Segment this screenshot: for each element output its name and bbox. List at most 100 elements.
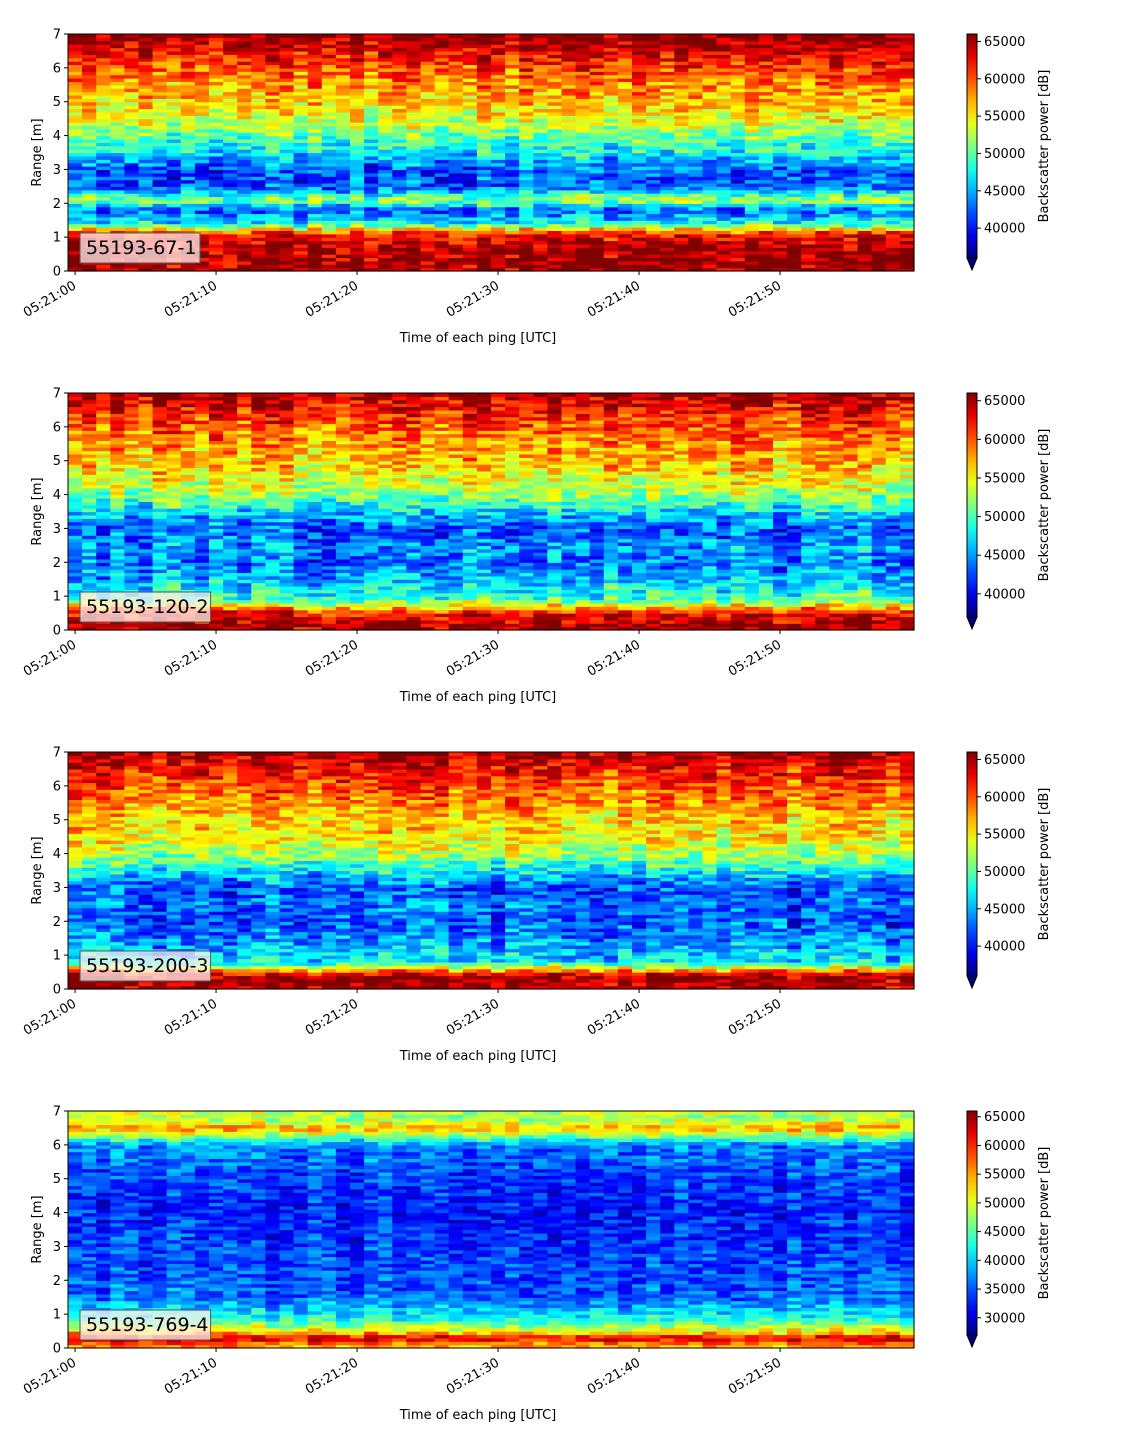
- heatmap-cell: [195, 393, 210, 397]
- heatmap-cell: [547, 34, 562, 38]
- colorbar-extend-min: [967, 258, 977, 270]
- heatmap-cell: [562, 34, 577, 38]
- colorbar-tick-label: 65000: [984, 35, 1025, 50]
- heatmap-cell: [717, 34, 732, 38]
- heatmap-cell: [886, 34, 901, 38]
- heatmap-cell: [519, 34, 534, 38]
- heatmap-cell: [209, 34, 224, 38]
- heatmap-cell: [435, 34, 450, 38]
- heatmap-cell: [280, 34, 295, 38]
- y-tick-label: 6: [53, 61, 61, 76]
- heatmap-cell: [139, 34, 154, 38]
- heatmap-cell: [96, 34, 111, 38]
- heatmap-cell: [195, 34, 210, 38]
- heatmap-cell: [68, 393, 83, 397]
- heatmap-cell: [576, 34, 591, 38]
- heatmap-cell: [153, 34, 168, 38]
- heatmap-cell: [181, 393, 196, 397]
- heatmap-cell: [787, 34, 802, 38]
- heatmap-cell: [463, 34, 478, 38]
- heatmap-cell: [646, 34, 661, 38]
- heatmap-cell: [477, 34, 492, 38]
- heatmap-cell: [604, 34, 619, 38]
- heatmap-cell: [82, 34, 97, 38]
- x-tick-label: 05:21:20: [303, 278, 361, 320]
- heatmap-cell: [759, 34, 774, 38]
- y-tick-label: 2: [53, 197, 61, 212]
- heatmap-cell: [237, 34, 252, 38]
- heatmap-cell: [618, 34, 633, 38]
- heatmap-cell: [82, 393, 97, 397]
- heatmap-cell: [745, 34, 760, 38]
- x-tick-label: 05:21:10: [162, 278, 220, 320]
- colorbar-tick-label: 50000: [984, 147, 1025, 162]
- heatmap-cell: [139, 393, 154, 397]
- x-tick-label: 05:21:00: [21, 278, 79, 320]
- heatmap-cell: [900, 34, 915, 38]
- heatmap-cell: [124, 393, 139, 397]
- heatmap-cell: [167, 34, 182, 38]
- heatmap-cell: [308, 34, 323, 38]
- colorbar: [967, 34, 977, 258]
- heatmap-cell: [96, 393, 111, 397]
- heatmap-cell: [858, 34, 873, 38]
- heatmap-cell: [703, 34, 718, 38]
- heatmap-cell: [167, 393, 182, 397]
- heatmap-cell: [181, 34, 196, 38]
- y-tick-label: 0: [53, 265, 61, 280]
- heatmap-cell: [872, 34, 887, 38]
- x-tick-label: 05:21:40: [585, 278, 643, 320]
- heatmap-cell: [350, 34, 365, 38]
- colorbar-tick-label: 40000: [984, 222, 1025, 237]
- y-tick-label: 5: [53, 95, 61, 110]
- echogram-panel-1-svg: 0 1 2 3 4 5 6 7 05:21:00 05:21:10 05:21:20 05:21:30…: [0, 0, 1140, 359]
- heatmap-cell: [505, 34, 520, 38]
- y-tick-label: 3: [53, 163, 61, 178]
- heatmap-cell: [153, 393, 168, 397]
- x-tick-label: 05:21:50: [726, 278, 784, 320]
- profile-label: 55193-67-1: [86, 237, 196, 259]
- heatmap-cell: [801, 34, 816, 38]
- heatmap-cell: [590, 34, 605, 38]
- heatmap-cell: [632, 34, 647, 38]
- x-axis-label: Time of each ping [UTC]: [399, 331, 557, 346]
- heatmap-cell: [406, 34, 421, 38]
- heatmap-cell: [322, 34, 337, 38]
- heatmap-cell: [392, 34, 407, 38]
- heatmap-cell: [829, 34, 844, 38]
- colorbar-tick-label: 55000: [984, 110, 1025, 125]
- heatmap-cell: [688, 34, 703, 38]
- heatmap-cell: [378, 34, 393, 38]
- heatmap-cell: [223, 34, 238, 38]
- heatmap-cell: [336, 34, 351, 38]
- heatmap-cell: [449, 34, 464, 38]
- heatmap-cell: [674, 34, 689, 38]
- colorbar-label: Backscatter power [dB]: [1037, 70, 1052, 223]
- colorbar-tick-label: 45000: [984, 184, 1025, 199]
- y-tick-label: 1: [53, 231, 61, 246]
- heatmap-cell: [533, 34, 548, 38]
- heatmap-cell: [124, 34, 139, 38]
- heatmap-cell: [364, 34, 379, 38]
- heatmap-cell: [731, 34, 746, 38]
- x-tick-label: 05:21:30: [444, 278, 502, 320]
- heatmap-cell: [421, 34, 436, 38]
- y-axis-label: Range [m]: [30, 118, 45, 186]
- heatmap-cell: [815, 34, 830, 38]
- y-tick-label: 4: [53, 129, 61, 144]
- panel-1: 0 1 2 3 4 5 6 7 05:21:00 05:21:10 05:21:20 05:21:30…: [0, 0, 1140, 359]
- heatmap-cell: [773, 34, 788, 38]
- heatmap-cell: [251, 34, 266, 38]
- heatmap-cell: [110, 34, 125, 38]
- colorbar-tick-label: 60000: [984, 72, 1025, 87]
- heatmap-cell: [491, 34, 506, 38]
- heatmap-cell: [265, 34, 280, 38]
- heatmap-cell: [68, 34, 83, 38]
- heatmap-cell: [660, 34, 675, 38]
- heatmap-cell: [110, 393, 125, 397]
- heatmap-cell: [844, 34, 859, 38]
- y-tick-label: 7: [53, 28, 61, 43]
